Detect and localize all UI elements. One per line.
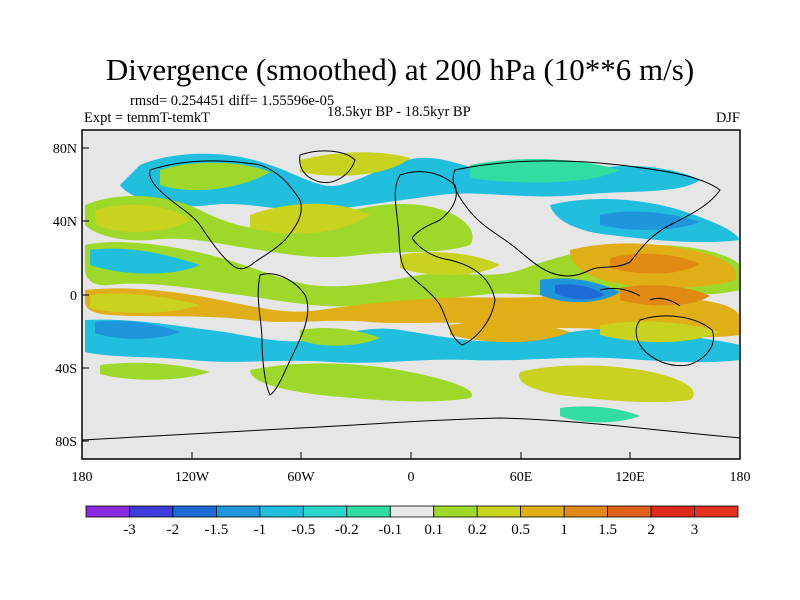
colorbar-swatch	[346, 505, 391, 518]
blob-s-atlantic-green	[250, 363, 472, 402]
colorbar-swatch	[259, 505, 304, 518]
experiment-label: Expt = temmT-temkT	[84, 110, 211, 126]
colorbar: -3 -2 -1.5 -1 -0.5 -0.2 -0.1 0.1 0.2 0.5 1 1.5 2 3	[85, 505, 739, 538]
colorbar-label: -2	[167, 522, 180, 538]
lon-tick-label: 60E	[510, 470, 533, 485]
blob-australia-yellow	[600, 321, 720, 343]
colorbar-swatch	[433, 505, 478, 518]
season-label: DJF	[715, 110, 740, 126]
coast-north-america	[149, 160, 302, 270]
colorbar-label: -0.5	[291, 522, 315, 538]
blob-siberia-teal	[470, 158, 620, 183]
colorbar-swatch	[389, 505, 435, 518]
colorbar-label: 2	[647, 522, 655, 538]
blob-north-blue	[120, 153, 700, 212]
blob-greenland-yellow	[300, 152, 410, 176]
coast-australia	[635, 315, 714, 367]
divergence-field	[85, 152, 740, 423]
colorbar-label: -1.5	[205, 522, 229, 538]
coast-indonesia	[599, 287, 641, 297]
blob-maritime-darkorange	[620, 285, 710, 306]
blob-antarctic-teal	[560, 406, 640, 423]
blob-atlantic-yellow	[250, 203, 370, 234]
coast-asia	[452, 160, 721, 277]
blob-south-pacific-blue	[95, 320, 180, 339]
lat-tick-label: 0	[70, 289, 77, 304]
colorbar-swatch	[563, 505, 609, 518]
colorbar-label: 0.2	[468, 522, 487, 538]
colorbar-swatch	[172, 505, 217, 518]
lon-tick-label: 60W	[287, 470, 315, 485]
blob-tropical-pacific-blue	[90, 248, 200, 274]
colorbar-swatch	[129, 505, 174, 518]
colorbar-label: 0.5	[511, 522, 530, 538]
coastlines	[82, 150, 740, 441]
colorbar-label: 1	[560, 522, 568, 538]
colorbar-label: 0.1	[424, 522, 443, 538]
axis-ticks	[81, 147, 741, 459]
lat-tick-labels: 80N 40N 0 40S 80S	[53, 142, 77, 450]
colorbar-swatch	[476, 505, 522, 518]
rmsd-diff-label: rmsd= 0.254451 diff= 1.55596e-05	[130, 93, 335, 109]
lon-tick-label: 180	[72, 470, 93, 485]
lat-tick-label: 80S	[55, 435, 77, 450]
blob-indian-darkblue	[555, 284, 605, 300]
blob-midlat-green	[85, 195, 473, 258]
blob-brazil-green	[300, 327, 380, 346]
colorbar-label: 3	[691, 522, 699, 538]
lat-tick-label: 80N	[53, 142, 77, 157]
blob-arctic-green	[160, 162, 270, 191]
colorbar-swatch	[215, 505, 261, 518]
blob-asia-darkblue	[600, 211, 700, 230]
lat-tick-label: 40S	[55, 362, 77, 377]
coast-europe-africa	[394, 171, 496, 346]
colorbar-swatch	[520, 505, 565, 518]
colorbar-swatch	[694, 505, 739, 518]
colorbar-swatch	[85, 505, 130, 518]
period-label: 18.5kyr BP - 18.5kyr BP	[327, 104, 471, 120]
lon-tick-labels: 180 120W 60W 0 60E 120E 180	[72, 470, 751, 485]
plot-title: Divergence (smoothed) at 200 hPa (10**6 …	[105, 52, 695, 87]
lon-tick-label: 120E	[615, 470, 645, 485]
coast-antarctica	[82, 417, 740, 441]
colorbar-swatch	[302, 505, 348, 518]
colorbar-label: -1	[254, 522, 267, 538]
lon-tick-label: 120W	[175, 470, 210, 485]
lat-tick-label: 40N	[53, 215, 77, 230]
lon-tick-label: 180	[730, 470, 751, 485]
blob-equator-pacific-yellow	[90, 293, 200, 313]
colorbar-label: -0.2	[335, 522, 359, 538]
colorbar-label: -3	[123, 522, 136, 538]
colorbar-label: -0.1	[378, 522, 402, 538]
colorbar-swatch	[607, 505, 652, 518]
blob-pacific-yellow	[95, 204, 190, 232]
blob-s-indian-yellow	[519, 365, 694, 403]
blob-africa-yellow	[400, 252, 500, 276]
lon-tick-label: 0	[408, 470, 415, 485]
blob-south-blue	[85, 319, 740, 363]
colorbar-swatch	[650, 505, 695, 518]
blob-south-indian-orange	[450, 321, 570, 343]
colorbar-label: 1.5	[598, 522, 617, 538]
coast-south-america	[257, 273, 309, 396]
coast-greenland	[299, 150, 356, 184]
blob-s-pacific-green	[100, 362, 210, 380]
coast-new-guinea	[649, 297, 681, 307]
